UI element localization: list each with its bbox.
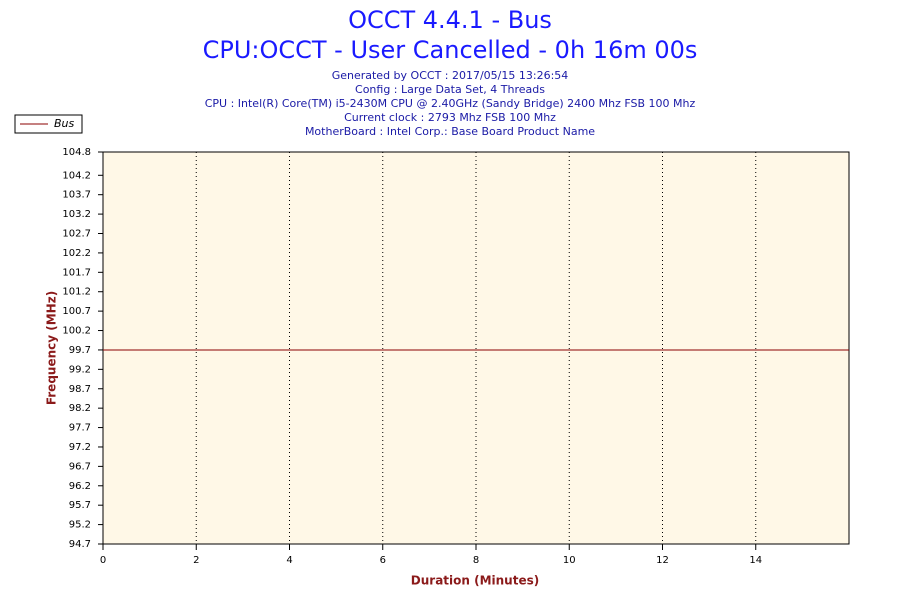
x-tick-label: 6 (380, 555, 386, 566)
y-tick-label: 95.2 (69, 520, 91, 531)
x-tick-label: 2 (193, 555, 199, 566)
y-tick-label: 96.7 (69, 461, 91, 472)
info-line: Config : Large Data Set, 4 Threads (355, 83, 545, 96)
info-line: MotherBoard : Intel Corp.: Base Board Pr… (305, 125, 595, 138)
x-tick-label: 14 (749, 555, 762, 566)
y-tick-label: 98.2 (69, 403, 91, 414)
x-tick-label: 0 (100, 555, 106, 566)
y-tick-label: 104.8 (62, 147, 91, 158)
y-tick-label: 99.2 (69, 364, 91, 375)
y-tick-label: 99.7 (69, 345, 91, 356)
x-tick-label: 4 (286, 555, 292, 566)
chart-title: OCCT 4.4.1 - Bus (348, 6, 552, 34)
y-tick-label: 95.7 (69, 500, 91, 511)
y-tick-label: 97.2 (69, 442, 91, 453)
plot-border (102, 151, 850, 545)
legend-label: Bus (54, 117, 75, 130)
x-tick-label: 10 (563, 555, 576, 566)
y-tick-label: 98.7 (69, 384, 91, 395)
y-tick-label: 100.2 (62, 326, 91, 337)
x-tick-label: 12 (656, 555, 669, 566)
y-tick-label: 100.7 (62, 306, 91, 317)
x-axis-label: Duration (Minutes) (411, 574, 539, 588)
y-tick-label: 97.7 (69, 423, 91, 434)
y-tick-label: 103.2 (62, 209, 91, 220)
info-line: Current clock : 2793 Mhz FSB 100 Mhz (344, 111, 556, 124)
x-tick-label: 8 (473, 555, 479, 566)
y-tick-label: 102.2 (62, 248, 91, 259)
y-tick-label: 101.7 (62, 267, 91, 278)
y-tick-label: 94.7 (69, 539, 91, 550)
y-axis-label: Frequency (MHz) (45, 291, 59, 405)
y-tick-label: 102.7 (62, 229, 91, 240)
info-line: CPU : Intel(R) Core(TM) i5-2430M CPU @ 2… (205, 97, 696, 110)
y-tick-label: 101.2 (62, 287, 91, 298)
legend-box (14, 114, 83, 134)
y-tick-label: 103.7 (62, 190, 91, 201)
chart-subtitle: CPU:OCCT - User Cancelled - 0h 16m 00s (203, 36, 698, 64)
y-tick-label: 104.2 (62, 170, 91, 181)
y-tick-label: 96.2 (69, 481, 91, 492)
info-line: Generated by OCCT : 2017/05/15 13:26:54 (332, 69, 569, 82)
